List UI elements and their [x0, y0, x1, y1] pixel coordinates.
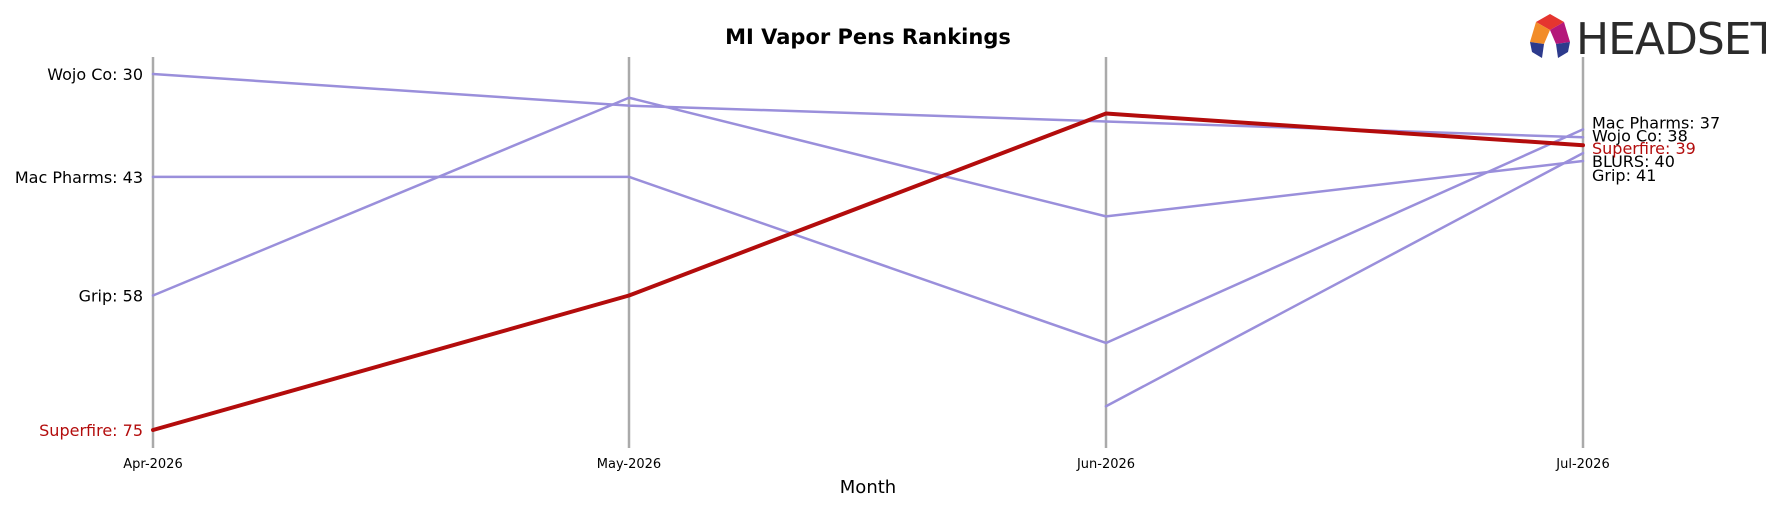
series-line-grip: [151, 96, 1585, 297]
end-label-blurs: BLURS: 40: [1592, 152, 1675, 171]
series-line-superfire: [151, 111, 1585, 432]
x-tick-label-may-2026: May-2026: [597, 457, 661, 472]
headset-logo: HEADSET: [1530, 14, 1766, 65]
label-layer: Wojo Co: 30 Wojo Co: 38 Mac Pharms: 43 Mac …: [15, 65, 1720, 440]
headset-logo-text: HEADSET: [1576, 14, 1766, 65]
start-label-mac-pharms: Mac Pharms: 43: [15, 168, 143, 187]
end-label-grip: Grip: 41: [1592, 166, 1656, 185]
tick-layer: Apr-2026 May-2026 Jun-2026 Jul-2026: [123, 457, 1609, 472]
series-layer: [151, 72, 1585, 432]
end-label-superfire: Superfire: 39: [1592, 139, 1696, 158]
chart-title: MI Vapor Pens Rankings: [725, 25, 1011, 49]
start-label-wojo-co: Wojo Co: 30: [47, 65, 143, 84]
x-tick-label-jun-2026: Jun-2026: [1076, 457, 1135, 472]
grid-layer: [151, 57, 1585, 448]
series-line-mac-pharms: [151, 128, 1585, 345]
series-line-blurs: [1104, 151, 1585, 408]
series-line-wojo-co: [151, 72, 1585, 139]
end-label-wojo-co: Wojo Co: 38: [1592, 126, 1688, 145]
start-label-grip: Grip: 58: [79, 287, 143, 306]
end-label-mac-pharms: Mac Pharms: 37: [1592, 113, 1720, 132]
x-tick-label-apr-2026: Apr-2026: [123, 457, 182, 472]
x-tick-label-jul-2026: Jul-2026: [1555, 457, 1609, 472]
x-axis-title: Month: [840, 477, 896, 498]
headset-logo-mark-icon: [1530, 14, 1570, 58]
start-label-superfire: Superfire: 75: [39, 421, 143, 440]
